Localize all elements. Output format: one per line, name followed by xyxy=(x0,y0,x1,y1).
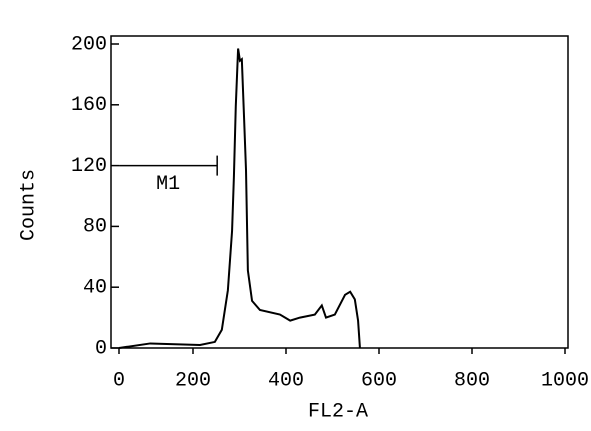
y-tick-label: 160 xyxy=(71,94,107,117)
x-tick-label: 0 xyxy=(113,369,125,392)
x-tick-label: 800 xyxy=(454,369,490,392)
y-axis-label: Counts xyxy=(17,169,40,241)
y-tick-label: 0 xyxy=(95,337,107,360)
marker-label: M1 xyxy=(156,173,180,196)
histogram-line xyxy=(118,48,361,349)
y-tick-label: 120 xyxy=(71,155,107,178)
x-axis-label: FL2-A xyxy=(308,400,368,423)
x-tick-label: 400 xyxy=(268,369,304,392)
x-tick-label: 1000 xyxy=(541,369,589,392)
y-tick-label: 80 xyxy=(83,216,107,239)
x-tick-label: 200 xyxy=(175,369,211,392)
plot-frame xyxy=(110,35,569,349)
y-tick-label: 200 xyxy=(71,33,107,56)
x-tick-label: 600 xyxy=(361,369,397,392)
y-tick-label: 40 xyxy=(83,276,107,299)
